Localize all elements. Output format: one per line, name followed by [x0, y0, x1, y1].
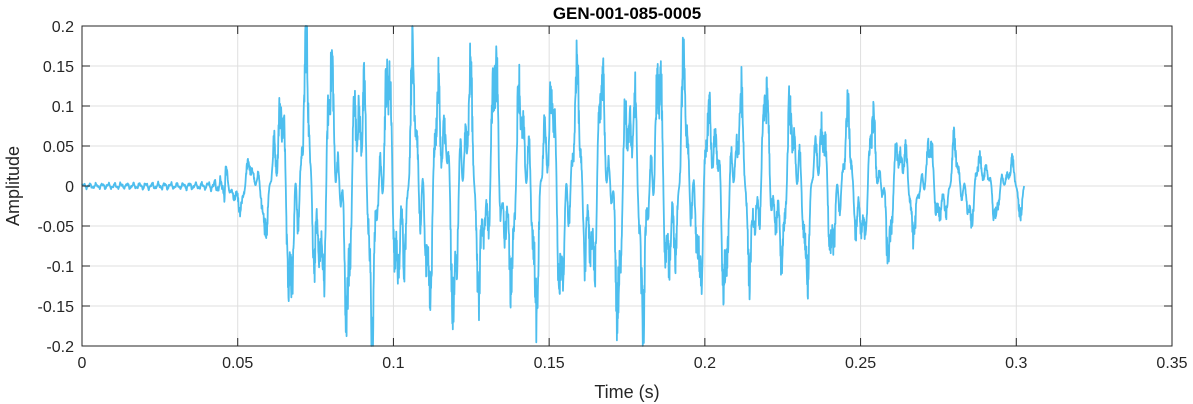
ticks: 0 0.05 0.1 0.15 0.2 0.25 0.3 0.35 0.2 0.15 0.1 0.05…	[38, 19, 1188, 372]
y-tick-label: 0.1	[52, 99, 74, 116]
chart-title: GEN-001-085-0005	[553, 4, 701, 23]
y-axis-label: Amplitude	[3, 146, 23, 226]
x-tick-label: 0	[78, 355, 87, 372]
y-tick-label: 0.2	[52, 19, 74, 36]
x-tick-label: 0.1	[382, 355, 404, 372]
y-tick-label: 0	[65, 179, 74, 196]
x-tick-label: 0.35	[1156, 355, 1187, 372]
x-axis-label: Time (s)	[594, 382, 659, 402]
x-tick-label: 0.2	[694, 355, 716, 372]
x-tick-label: 0.15	[534, 355, 565, 372]
y-tick-label: 0.15	[43, 59, 74, 76]
y-tick-label: -0.2	[46, 339, 74, 356]
x-tick-label: 0.3	[1005, 355, 1027, 372]
y-tick-label: -0.15	[38, 299, 75, 316]
waveform-series-line	[81, 25, 1025, 347]
y-tick-label: -0.1	[46, 259, 74, 276]
y-tick-label: -0.05	[38, 219, 75, 236]
plot-area	[81, 25, 1025, 347]
x-tick-label: 0.05	[222, 355, 253, 372]
x-tick-label: 0.25	[845, 355, 876, 372]
y-tick-label: 0.05	[43, 139, 74, 156]
